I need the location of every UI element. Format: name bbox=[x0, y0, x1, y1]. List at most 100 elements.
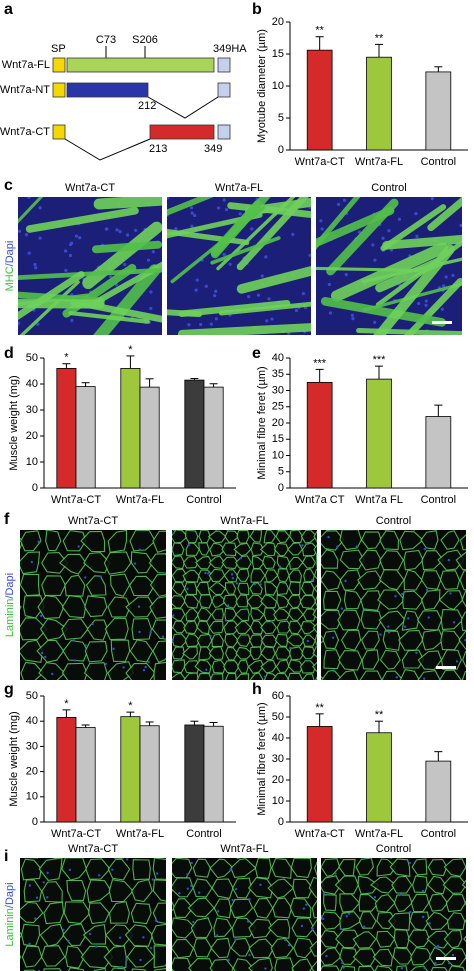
nucleus bbox=[68, 868, 72, 872]
nucleus bbox=[194, 288, 198, 292]
fibre bbox=[105, 685, 127, 706]
nucleus bbox=[214, 289, 218, 293]
fibre bbox=[322, 630, 340, 650]
fibre bbox=[235, 673, 250, 680]
fibre bbox=[465, 970, 466, 971]
y-tick-label: 10 bbox=[272, 795, 284, 807]
nucleus bbox=[434, 946, 438, 949]
fibre bbox=[290, 858, 312, 878]
fibre bbox=[110, 573, 131, 597]
nucleus bbox=[248, 953, 251, 957]
nucleus bbox=[186, 873, 189, 876]
nucleus bbox=[104, 662, 107, 666]
fibre bbox=[308, 876, 317, 898]
nucleus bbox=[331, 636, 335, 639]
nucleus bbox=[68, 253, 73, 258]
nucleus bbox=[227, 958, 230, 962]
panel-label: f bbox=[4, 511, 10, 528]
fibre bbox=[151, 619, 166, 640]
fibre bbox=[288, 581, 301, 596]
nucleus bbox=[234, 887, 238, 891]
fibre bbox=[274, 633, 289, 647]
fibre bbox=[20, 650, 21, 652]
fibre bbox=[312, 622, 317, 634]
fibre bbox=[172, 568, 188, 583]
fibre bbox=[389, 858, 411, 877]
fibre bbox=[321, 549, 339, 569]
micrograph-content bbox=[316, 197, 462, 335]
nucleus bbox=[154, 919, 158, 922]
nucleus bbox=[46, 871, 49, 875]
marker-label: SP bbox=[51, 43, 66, 55]
fibre bbox=[224, 607, 237, 622]
fibre bbox=[360, 531, 382, 550]
signal-peptide bbox=[52, 57, 66, 73]
nucleus bbox=[436, 944, 440, 948]
fibre bbox=[276, 620, 292, 634]
fibre bbox=[65, 945, 86, 969]
fibre bbox=[213, 917, 233, 938]
fibre bbox=[276, 530, 288, 531]
nucleus bbox=[248, 898, 251, 901]
fibre bbox=[172, 607, 186, 622]
fibre bbox=[273, 608, 290, 622]
fibre bbox=[291, 530, 302, 531]
nucleus bbox=[46, 896, 49, 899]
nucleus bbox=[126, 233, 130, 237]
nucleus bbox=[125, 958, 128, 961]
nucleus bbox=[423, 547, 426, 551]
nucleus bbox=[231, 898, 234, 902]
fibre bbox=[172, 530, 178, 531]
nucleus bbox=[18, 229, 22, 233]
fibre bbox=[458, 630, 466, 651]
nucleus bbox=[421, 915, 425, 919]
bar bbox=[306, 726, 333, 823]
panel-label: g bbox=[4, 681, 14, 698]
fibre bbox=[437, 549, 465, 571]
significance-label: * bbox=[64, 352, 69, 364]
fibre bbox=[208, 620, 224, 634]
fibre bbox=[344, 530, 356, 531]
myotube bbox=[326, 198, 399, 276]
stain-name: /Dapi bbox=[4, 882, 16, 908]
y-tick-label: 0 bbox=[278, 144, 284, 156]
fibre bbox=[124, 924, 154, 947]
fibre bbox=[309, 940, 317, 957]
fibre bbox=[358, 894, 380, 912]
y-axis-label: Muscle weight (mg) bbox=[8, 711, 20, 806]
scale-bar bbox=[436, 666, 456, 669]
fibre bbox=[41, 945, 66, 967]
x-tick-label: Wnt7a-CT bbox=[51, 828, 101, 840]
nucleus bbox=[424, 303, 428, 307]
nucleus bbox=[451, 273, 455, 278]
fibre bbox=[315, 675, 317, 680]
fibre bbox=[172, 581, 186, 596]
fibre bbox=[291, 839, 312, 856]
myotube bbox=[18, 271, 85, 320]
fibre bbox=[249, 672, 264, 680]
panel-label: d bbox=[4, 345, 14, 362]
fibre bbox=[208, 568, 226, 583]
bar bbox=[120, 716, 141, 823]
nucleus bbox=[289, 646, 292, 650]
nucleus bbox=[147, 660, 150, 664]
fibre bbox=[221, 542, 237, 557]
panel-label: a bbox=[4, 1, 13, 18]
fibre bbox=[264, 581, 278, 596]
fibre bbox=[393, 894, 413, 913]
fibre bbox=[425, 911, 450, 931]
fibre bbox=[439, 669, 462, 680]
x-tick-label: Control bbox=[186, 494, 221, 506]
fibre bbox=[20, 868, 21, 871]
nucleus bbox=[214, 317, 218, 321]
nucleus bbox=[327, 282, 331, 287]
nucleus bbox=[464, 638, 466, 642]
fibre bbox=[45, 530, 62, 552]
fibre bbox=[337, 650, 363, 671]
x-tick-label: Control bbox=[421, 156, 456, 168]
nucleus bbox=[395, 676, 399, 679]
bar bbox=[306, 381, 333, 489]
fibre bbox=[20, 617, 48, 641]
nucleus bbox=[344, 579, 347, 583]
nucleus bbox=[344, 273, 348, 277]
